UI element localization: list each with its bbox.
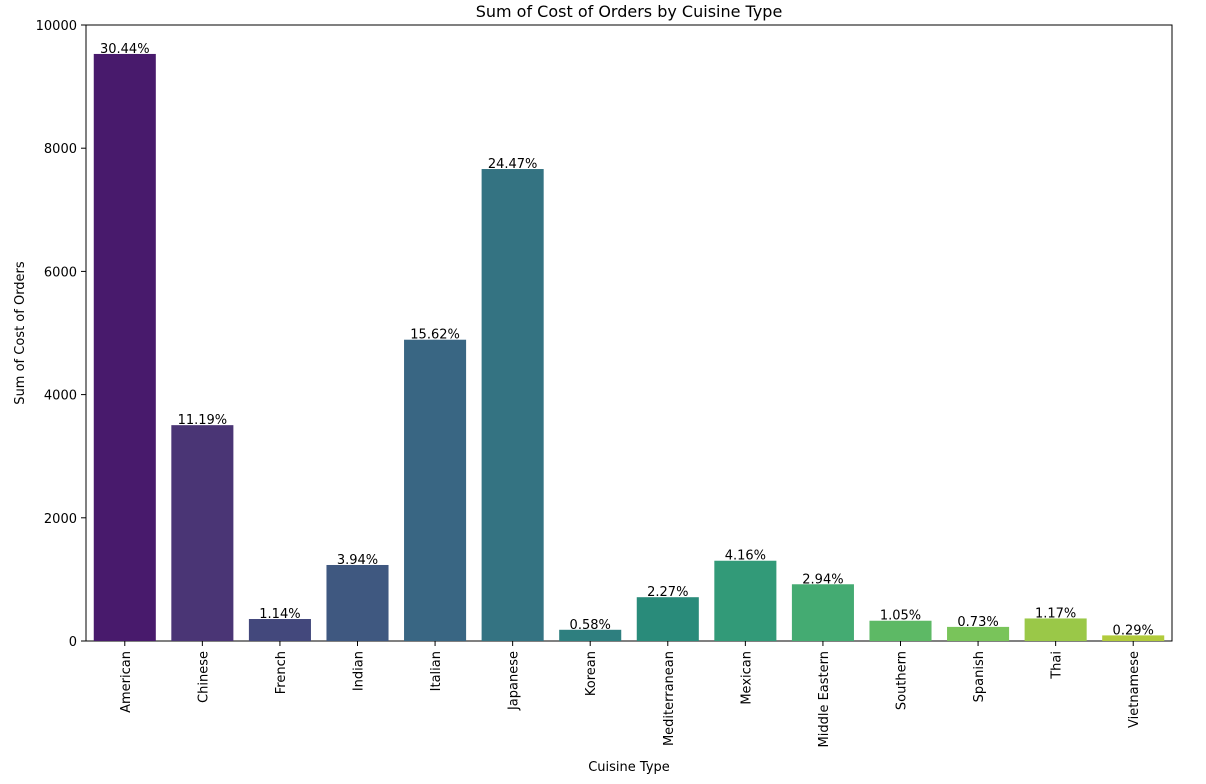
bar-label: 0.58% xyxy=(570,618,611,633)
x-tick-label: Mediterranean xyxy=(662,651,677,746)
x-tick-label: Mexican xyxy=(739,651,754,705)
bar xyxy=(791,584,854,641)
x-tick-label: Japanese xyxy=(507,651,522,711)
bar xyxy=(559,629,622,641)
y-tick-label: 2000 xyxy=(44,512,77,527)
plot-frame xyxy=(85,24,1173,642)
chart-title: Sum of Cost of Orders by Cuisine Type xyxy=(476,2,783,21)
x-tick-label: Korean xyxy=(584,651,599,696)
bar xyxy=(714,560,777,641)
x-tick-label: American xyxy=(119,651,134,713)
x-tick-label: Middle Eastern xyxy=(817,651,832,747)
y-tick-label: 4000 xyxy=(44,389,77,404)
bar xyxy=(248,619,311,641)
bar xyxy=(481,169,544,641)
x-tick-label: French xyxy=(274,651,289,694)
x-tick-label: Spanish xyxy=(972,651,987,702)
bar-label: 15.62% xyxy=(410,328,460,343)
bar-label: 0.29% xyxy=(1113,623,1154,638)
y-axis-label: Sum of Cost of Orders xyxy=(13,261,28,405)
y-tick-label: 8000 xyxy=(44,142,77,157)
bar-label: 0.73% xyxy=(957,615,998,630)
y-tick-label: 6000 xyxy=(44,265,77,280)
y-tick-label: 0 xyxy=(69,635,77,650)
bar xyxy=(326,564,389,641)
bar-label: 1.14% xyxy=(259,607,300,622)
bar-label: 1.17% xyxy=(1035,606,1076,621)
x-tick-label: Indian xyxy=(352,651,367,691)
bar xyxy=(869,620,932,641)
bar xyxy=(1102,635,1165,641)
x-tick-label: Chinese xyxy=(196,651,211,703)
x-tick-label: Thai xyxy=(1050,651,1065,680)
bar xyxy=(636,597,699,641)
bar-label: 2.27% xyxy=(647,585,688,600)
bar xyxy=(171,425,234,641)
bar-label: 11.19% xyxy=(178,413,228,428)
bar-label: 2.94% xyxy=(802,572,843,587)
y-tick-label: 10000 xyxy=(36,19,77,34)
bar-label: 4.16% xyxy=(725,549,766,564)
x-tick-label: Southern xyxy=(895,651,910,710)
bar xyxy=(404,339,467,641)
bar-label: 1.05% xyxy=(880,609,921,624)
bar xyxy=(947,626,1010,641)
bar-label: 3.94% xyxy=(337,553,378,568)
bar-label: 24.47% xyxy=(488,157,538,172)
x-tick-label: Vietnamese xyxy=(1127,651,1142,728)
bar xyxy=(1024,618,1087,641)
bar-label: 30.44% xyxy=(100,42,150,57)
bar xyxy=(93,53,156,641)
x-axis-label: Cuisine Type xyxy=(588,760,670,775)
x-tick-label: Italian xyxy=(429,651,444,691)
